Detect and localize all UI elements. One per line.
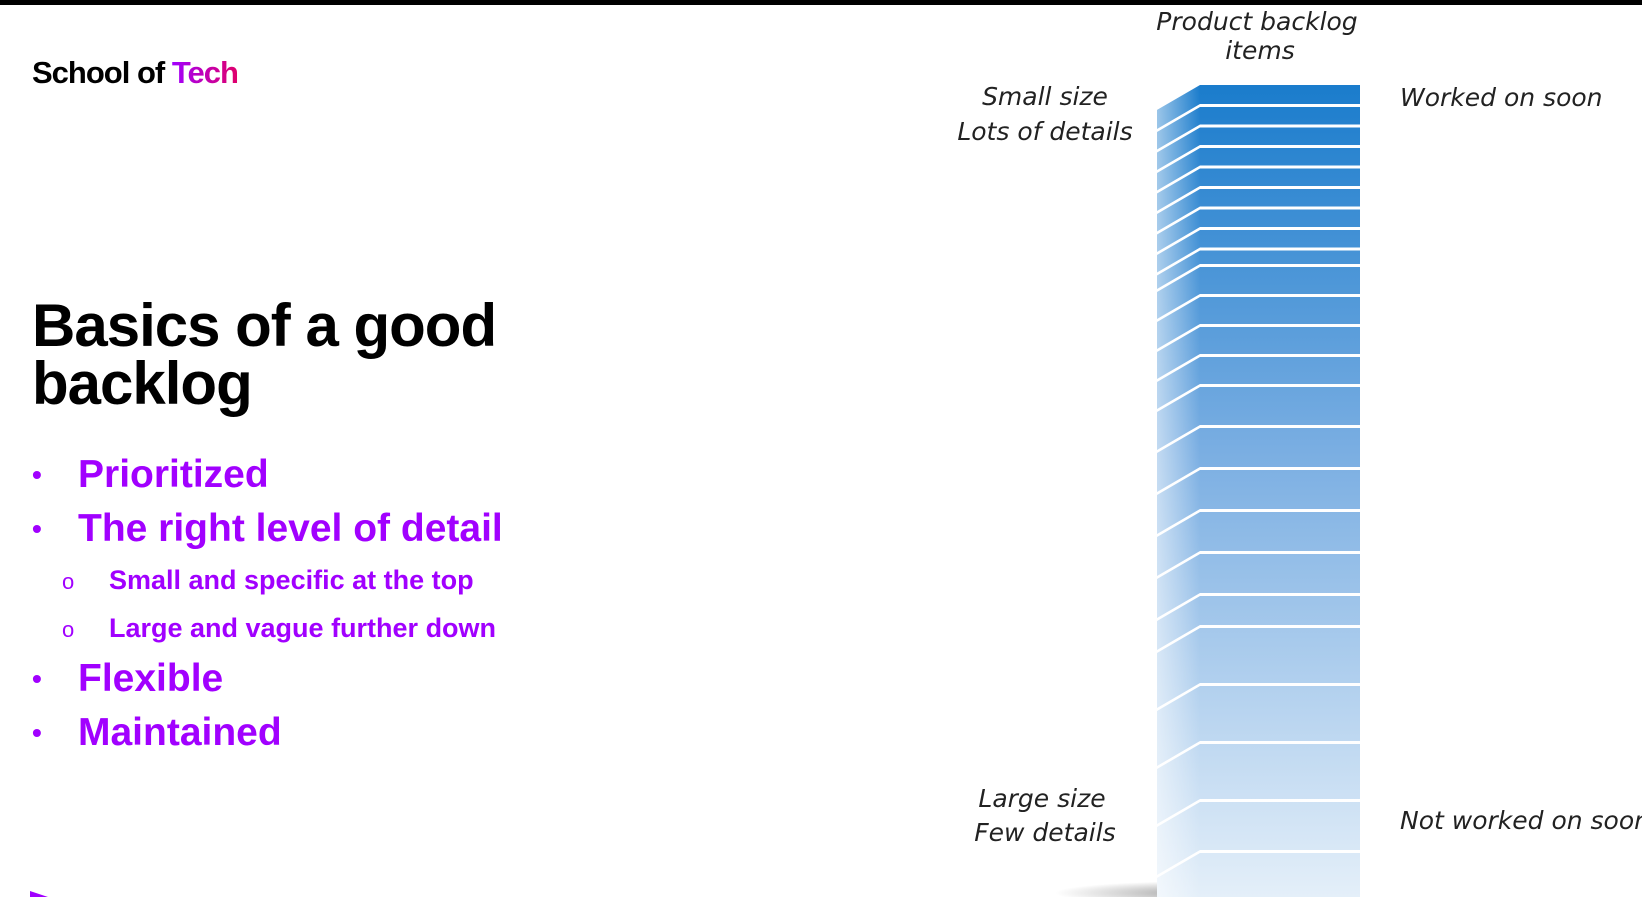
school-of-tech-logo: School of Tech [32,55,239,91]
top-right-label: Worked on soon [1400,83,1603,112]
bullet-text: Prioritized [78,453,269,496]
backlog-stack-diagram: Product backlog items Small size Lots of… [957,7,1642,897]
bottom-left-label: Large size [978,784,1105,813]
bullet-dot-icon: • [32,513,42,544]
stack-separator [1157,124,1360,153]
sub-bullet-circle-icon: o [62,569,75,594]
accent-arrow-icon [30,891,48,897]
stack-separator [1157,186,1360,214]
stack-separator [1157,206,1360,235]
stack-separator [1157,145,1360,173]
bullet-text: The right level of detail [78,507,503,550]
stack-separator [1157,354,1360,382]
stack-separator [1157,227,1360,255]
logo-text-accent: Tech [171,55,239,90]
stack-separator [1157,384,1360,412]
top-left-label-line2: Lots of details [957,117,1132,146]
stack-separator [1157,247,1360,276]
stack-separator [1157,551,1360,579]
stack-separator [1157,104,1360,132]
stack-separator [1157,264,1360,292]
stack-separator [1157,425,1360,453]
backlog-stack [1157,85,1360,897]
stack-separator [1157,509,1360,537]
sub-bullet-text: Small and specific at the top [109,565,474,595]
bottom-left-label-line2: Few details [974,818,1115,847]
bullet-dot-icon: • [32,717,42,748]
slide-title: Basics of a good backlog [32,292,497,417]
stack-separator [1157,467,1360,495]
stack-separator [1157,165,1360,194]
stack-separator [1157,683,1360,711]
sub-bullet-circle-icon: o [62,617,75,642]
stack-separator [1157,294,1360,322]
bullet-dot-icon: • [32,459,42,490]
stack-separator [1157,593,1360,621]
stack-separator [1157,850,1360,878]
bullet-text: Flexible [78,657,224,700]
top-left-label: Small size [982,82,1108,111]
slide: School of Tech Basics of a good backlog … [0,5,1642,897]
bullet-text: Maintained [78,711,282,754]
stack-separator [1157,625,1360,653]
bullet-dot-icon: • [32,663,42,694]
bottom-right-label: Not worked on soon [1400,806,1642,835]
stack-separator [1157,741,1360,769]
stack-separator [1157,799,1360,827]
stack-separator [1157,324,1360,352]
diagram-heading: Product backlog [1156,7,1357,36]
sub-bullet-text: Large and vague further down [109,613,497,643]
diagram-heading-line2: items [1225,36,1295,65]
logo-text: School of [32,55,165,90]
